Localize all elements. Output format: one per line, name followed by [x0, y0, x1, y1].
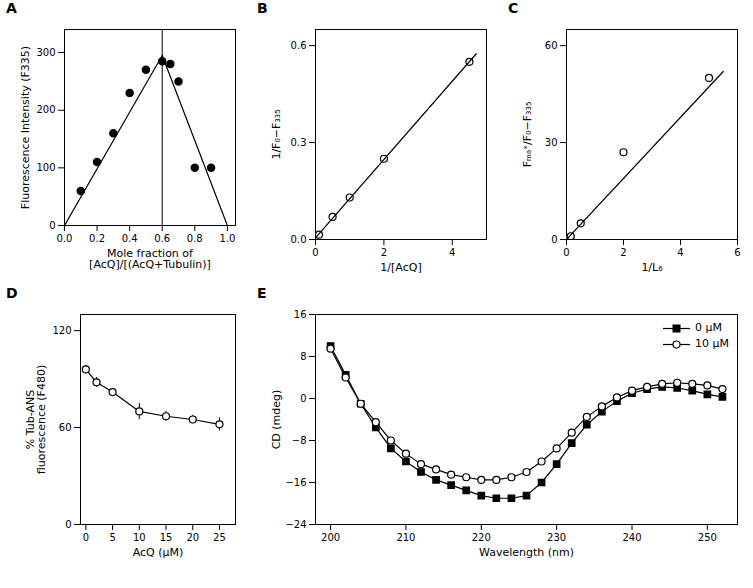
svg-text:0: 0	[83, 532, 89, 543]
svg-text:25: 25	[213, 532, 226, 543]
svg-text:0: 0	[49, 220, 55, 231]
svg-text:0.0: 0.0	[291, 234, 307, 245]
svg-text:300: 300	[36, 47, 55, 58]
svg-text:5: 5	[109, 532, 115, 543]
svg-text:% Tub-ANSfluorescence (F480): % Tub-ANSfluorescence (F480)	[24, 365, 48, 474]
svg-text:−16: −16	[285, 477, 306, 488]
svg-text:2: 2	[620, 247, 626, 258]
svg-text:20: 20	[186, 532, 199, 543]
svg-text:30: 30	[545, 137, 558, 148]
svg-text:0: 0	[65, 519, 71, 530]
svg-text:0.8: 0.8	[187, 233, 203, 244]
svg-text:8: 8	[300, 351, 306, 362]
svg-text:240: 240	[622, 532, 641, 543]
svg-text:Wavelength (nm): Wavelength (nm)	[479, 546, 574, 559]
svg-text:60: 60	[545, 40, 558, 51]
svg-text:230: 230	[547, 532, 566, 543]
html-text:E: E	[257, 285, 267, 301]
svg-text:0: 0	[551, 234, 557, 245]
svg-text:200: 200	[36, 104, 55, 115]
svg-text:1/L₆: 1/L₆	[641, 261, 663, 274]
svg-text:4: 4	[449, 247, 455, 258]
svg-text:100: 100	[36, 162, 55, 173]
svg-text:2: 2	[381, 247, 387, 258]
html-text:D: D	[6, 285, 18, 301]
svg-text:0.3: 0.3	[291, 137, 307, 148]
svg-text:AcQ (μM): AcQ (μM)	[133, 546, 184, 559]
svg-text:0.0: 0.0	[57, 233, 73, 244]
svg-text:0: 0	[312, 247, 318, 258]
svg-text:60: 60	[59, 422, 72, 433]
svg-text:0.6: 0.6	[154, 233, 170, 244]
html-text:A: A	[6, 0, 17, 16]
html-text:0 μM: 0 μM	[695, 321, 722, 334]
svg-text:0: 0	[300, 393, 306, 404]
svg-text:6: 6	[734, 247, 740, 258]
svg-text:1.0: 1.0	[219, 233, 235, 244]
svg-text:120: 120	[52, 325, 71, 336]
svg-text:0.6: 0.6	[291, 40, 307, 51]
svg-text:Fluorescence Intensity (F335): Fluorescence Intensity (F335)	[19, 46, 32, 209]
svg-text:10: 10	[133, 532, 146, 543]
svg-text:220: 220	[472, 532, 491, 543]
html-text:B: B	[257, 0, 268, 16]
svg-text:1/[AcQ]: 1/[AcQ]	[380, 261, 421, 274]
svg-text:0.2: 0.2	[89, 233, 105, 244]
svg-text:0.4: 0.4	[122, 233, 138, 244]
svg-text:−8: −8	[292, 435, 307, 446]
svg-text:−24: −24	[285, 519, 306, 530]
svg-text:4: 4	[677, 247, 683, 258]
svg-text:CD (mdeg): CD (mdeg)	[270, 390, 283, 450]
svg-text:210: 210	[396, 532, 415, 543]
svg-text:200: 200	[321, 532, 340, 543]
svg-text:1/F₀−F₃₃₅: 1/F₀−F₃₃₅	[270, 109, 283, 159]
svg-text:15: 15	[160, 532, 173, 543]
svg-text:0: 0	[563, 247, 569, 258]
svg-text:250: 250	[698, 532, 717, 543]
html-text:C: C	[508, 0, 519, 16]
html-text:10 μM: 10 μM	[695, 337, 729, 350]
svg-text:16: 16	[294, 309, 307, 320]
svg-text:Fₘₐˣ/F₀−F₃₃₅: Fₘₐˣ/F₀−F₃₃₅	[521, 102, 534, 168]
svg-text:Mole fraction of[AcQ]/[(AcQ+Tu: Mole fraction of[AcQ]/[(AcQ+Tubulin)]	[89, 247, 211, 271]
